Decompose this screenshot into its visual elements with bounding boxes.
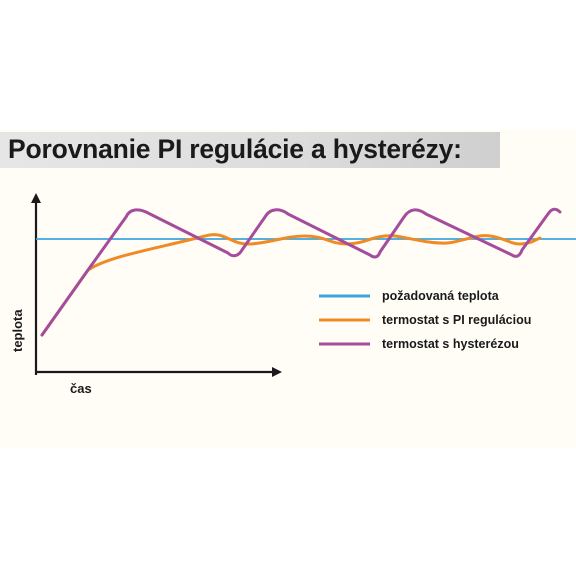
y-axis-label: teplota: [10, 309, 25, 352]
legend-label-pi: termostat s PI reguláciou: [382, 313, 531, 327]
x-axis-label: čas: [70, 381, 92, 396]
chart-panel: [0, 130, 576, 448]
pi-series-line: [40, 233, 542, 337]
hysteresis-series-line: [40, 207, 562, 337]
legend-label-hysteresis: termostat s hysterézou: [382, 337, 519, 351]
title-bar: [0, 132, 500, 168]
legend-label-setpoint: požadovaná teplota: [382, 289, 500, 303]
chart-title: Porovnanie PI regulácie a hysterézy:: [8, 134, 462, 164]
